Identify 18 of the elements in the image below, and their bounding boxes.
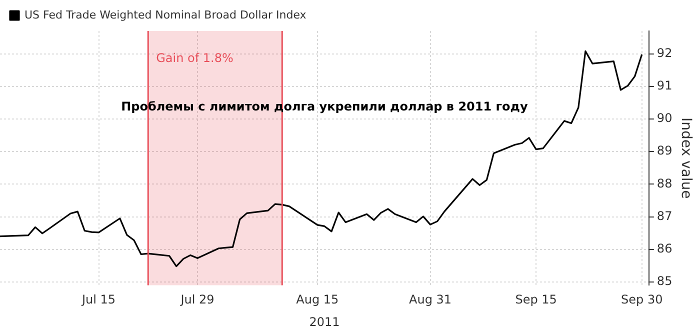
y-tick-label: 90 (656, 111, 672, 126)
y-tick-label: 88 (656, 176, 672, 190)
y-axis-title: Index value (678, 117, 694, 199)
legend-label: US Fed Trade Weighted Nominal Broad Dollar Index (24, 8, 307, 22)
x-tick-label: Aug 15 (296, 292, 339, 307)
x-tick-label: Sep 30 (621, 292, 663, 307)
x-axis-title: 2011 (309, 314, 340, 329)
y-tick-label: 89 (656, 144, 672, 158)
x-tick-label: Jul 29 (180, 292, 214, 307)
y-tick-label: 92 (656, 46, 672, 60)
band-label: Gain of 1.8% (156, 51, 234, 66)
x-tick-label: Sep 15 (515, 292, 557, 307)
x-tick-label: Aug 31 (409, 292, 452, 307)
y-tick-label: 86 (656, 241, 672, 256)
y-tick-label: 85 (656, 274, 672, 288)
y-tick-label: 91 (656, 78, 672, 93)
x-tick-label: Jul 15 (80, 292, 116, 307)
y-tick-label: 87 (656, 208, 672, 223)
